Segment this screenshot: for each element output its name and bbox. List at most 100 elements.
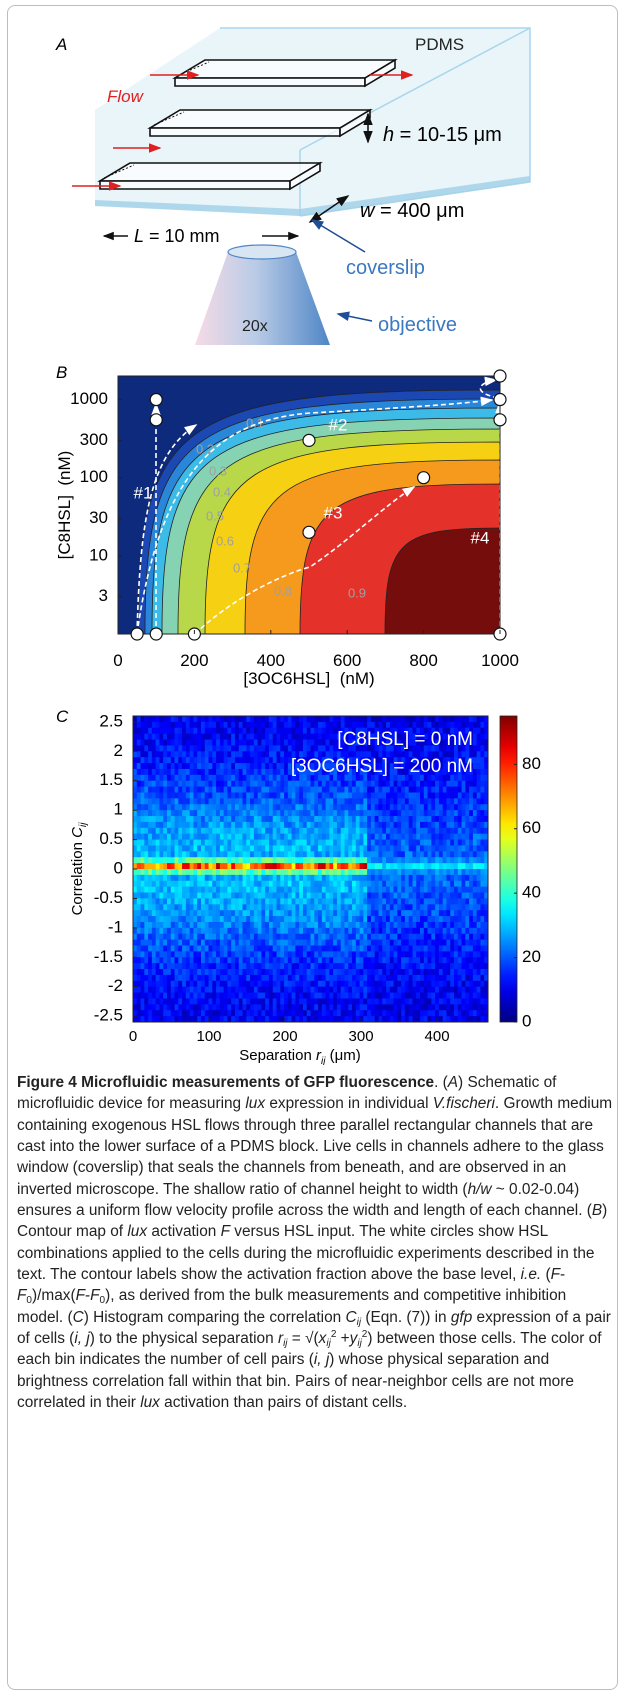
heatmap-cell: [167, 928, 171, 934]
heatmap-cell: [205, 728, 209, 734]
heatmap-cell: [144, 734, 148, 740]
heatmap-cell: [209, 963, 213, 969]
heatmap-cell: [318, 810, 322, 816]
heatmap-cell: [243, 951, 247, 957]
heatmap-cell: [477, 893, 481, 899]
heatmap-cell: [261, 763, 265, 769]
heatmap-cell: [182, 798, 186, 804]
heatmap-cell: [137, 946, 141, 952]
heatmap-cell: [175, 745, 179, 751]
heatmap-cell: [337, 722, 341, 728]
heatmap-cell: [269, 763, 273, 769]
heatmap-cell: [220, 922, 224, 928]
heatmap-cell: [431, 722, 435, 728]
heatmap-cell: [284, 793, 288, 799]
heatmap-cell: [261, 887, 265, 893]
heatmap-cell: [397, 987, 401, 993]
heatmap-cell: [462, 940, 466, 946]
heatmap-cell: [243, 834, 247, 840]
heatmap-cell: [439, 863, 443, 869]
heatmap-cell: [412, 998, 416, 1004]
heatmap-cell: [227, 822, 231, 828]
heatmap-cell: [477, 757, 481, 763]
heatmap-cell: [193, 757, 197, 763]
heatmap-cell: [175, 804, 179, 810]
heatmap-cell: [152, 816, 156, 822]
heatmap-cell: [156, 1016, 160, 1022]
heatmap-cell: [295, 840, 299, 846]
heatmap-cell: [397, 722, 401, 728]
heatmap-cell: [193, 763, 197, 769]
heatmap-cell: [329, 975, 333, 981]
heatmap-cell: [258, 875, 262, 881]
heatmap-cell: [363, 998, 367, 1004]
heatmap-cell: [348, 981, 352, 987]
heatmap-cell: [326, 851, 330, 857]
heatmap-cell: [148, 934, 152, 940]
heatmap-cell: [382, 922, 386, 928]
heatmap-cell: [212, 893, 216, 899]
heatmap-cell: [360, 934, 364, 940]
heatmap-cell: [156, 757, 160, 763]
heatmap-cell: [193, 957, 197, 963]
heatmap-cell: [178, 1010, 182, 1016]
heatmap-cell: [314, 828, 318, 834]
heatmap-cell: [269, 793, 273, 799]
heatmap-cell: [363, 1010, 367, 1016]
heatmap-cell: [212, 881, 216, 887]
heatmap-cell: [311, 887, 315, 893]
heatmap-cell: [363, 940, 367, 946]
heatmap-cell: [224, 881, 228, 887]
heatmap-cell: [171, 969, 175, 975]
heatmap-cell: [216, 745, 220, 751]
heatmap-cell: [341, 887, 345, 893]
heatmap-cell: [409, 934, 413, 940]
heatmap-cell: [159, 757, 163, 763]
experiment-point: [494, 414, 506, 426]
heatmap-cell: [435, 898, 439, 904]
heatmap-cell: [144, 845, 148, 851]
heatmap-cell: [243, 840, 247, 846]
heatmap-cell: [182, 940, 186, 946]
heatmap-cell: [443, 834, 447, 840]
heatmap-cell: [144, 1010, 148, 1016]
heatmap-cell: [284, 963, 288, 969]
heatmap-cell: [344, 1004, 348, 1010]
heatmap-cell: [152, 728, 156, 734]
heatmap-cell: [156, 816, 160, 822]
heatmap-cell: [439, 869, 443, 875]
heatmap-cell: [386, 898, 390, 904]
heatmap-cell: [224, 716, 228, 722]
heatmap-cell: [375, 934, 379, 940]
heatmap-cell: [450, 881, 454, 887]
heatmap-cell: [394, 934, 398, 940]
heatmap-cell: [295, 963, 299, 969]
path-label: #2: [329, 415, 348, 434]
heatmap-cell: [277, 845, 281, 851]
heatmap-cell: [227, 798, 231, 804]
heatmap-cell: [246, 951, 250, 957]
heatmap-cell: [269, 893, 273, 899]
heatmap-cell: [288, 922, 292, 928]
heatmap-cell: [435, 910, 439, 916]
heatmap-cell: [144, 840, 148, 846]
heatmap-cell: [341, 869, 345, 875]
heatmap-cell: [284, 828, 288, 834]
heatmap-cell: [156, 804, 160, 810]
heatmap-cell: [401, 904, 405, 910]
heatmap-cell: [352, 810, 356, 816]
heatmap-cell: [292, 869, 296, 875]
heatmap-cell: [265, 993, 269, 999]
heatmap-cell: [431, 851, 435, 857]
heatmap-cell: [220, 1004, 224, 1010]
heatmap-cell: [299, 716, 303, 722]
heatmap-cell: [193, 869, 197, 875]
heatmap-cell: [144, 816, 148, 822]
heatmap-cell: [235, 828, 239, 834]
heatmap-cell: [371, 793, 375, 799]
heatmap-cell: [333, 1016, 337, 1022]
heatmap-cell: [292, 740, 296, 746]
heatmap-cell: [382, 875, 386, 881]
heatmap-cell: [288, 987, 292, 993]
heatmap-cell: [212, 946, 216, 952]
